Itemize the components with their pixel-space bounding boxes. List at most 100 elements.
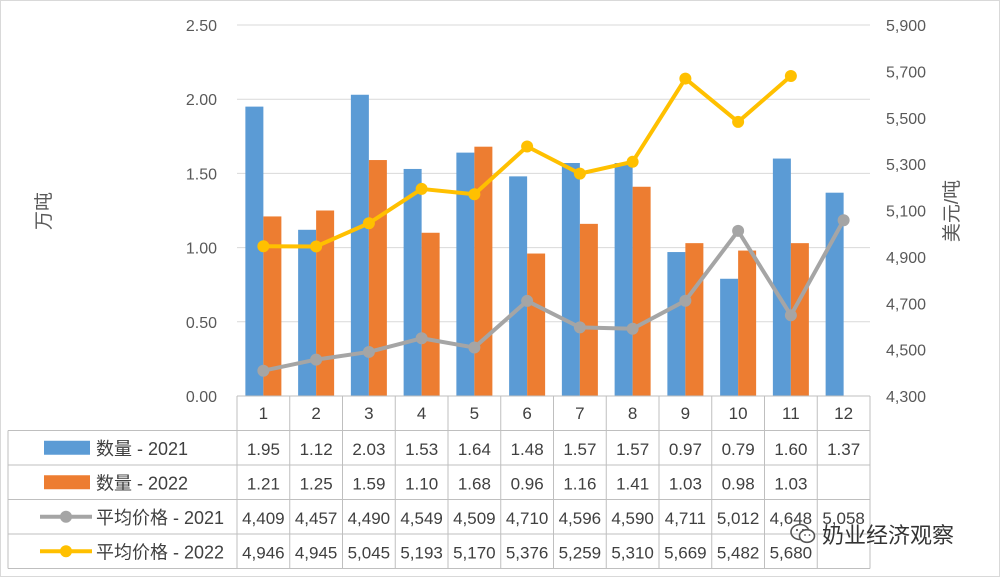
x-tick-label: 4 xyxy=(417,404,426,423)
bar xyxy=(614,163,633,396)
x-tick-label: 12 xyxy=(834,404,853,423)
left-tick-label: 1.50 xyxy=(186,166,217,183)
left-tick-label: 2.00 xyxy=(186,92,217,109)
legend-label: 数量 - 2022 xyxy=(96,473,188,493)
point xyxy=(626,322,639,335)
x-tick-label: 3 xyxy=(364,404,373,423)
data-label: 5,680 xyxy=(770,543,813,562)
data-label: 0.97 xyxy=(669,440,702,459)
data-label: 5,058 xyxy=(822,509,865,528)
bars-layer xyxy=(245,94,844,397)
legend-key xyxy=(44,475,90,490)
data-label: 4,590 xyxy=(611,509,654,528)
data-label: 1.16 xyxy=(563,474,596,493)
data-label: 1.57 xyxy=(563,440,596,459)
point xyxy=(310,240,323,253)
data-label: 4,648 xyxy=(770,509,813,528)
lines-layer xyxy=(257,70,850,377)
data-label: 1.48 xyxy=(511,440,544,459)
right-tick-label: 4,900 xyxy=(886,250,926,267)
right-tick-label: 4,700 xyxy=(886,296,926,313)
data-label: 1.37 xyxy=(827,440,860,459)
right-tick-label: 5,700 xyxy=(886,64,926,81)
data-label: 1.12 xyxy=(300,440,333,459)
gridlines xyxy=(237,24,870,323)
x-tick-label: 5 xyxy=(470,404,479,423)
data-label: 1.60 xyxy=(774,440,807,459)
data-label: 1.25 xyxy=(300,474,333,493)
point xyxy=(362,345,375,358)
data-label: 2.03 xyxy=(352,440,385,459)
data-label: 5,482 xyxy=(717,543,760,562)
watermark: 奶业经济观察 xyxy=(790,518,954,550)
watermark-text: 奶业经济观察 xyxy=(822,524,955,549)
bar xyxy=(561,163,580,396)
left-axis-title: 万吨 xyxy=(33,192,55,230)
left-tick-label: 0.00 xyxy=(186,389,217,406)
bar xyxy=(316,210,335,396)
data-label: 5,012 xyxy=(717,509,760,528)
wechat-icon xyxy=(790,523,816,544)
point xyxy=(257,240,270,253)
point xyxy=(679,294,692,307)
data-label: 1.95 xyxy=(247,440,280,459)
bar xyxy=(720,278,739,396)
point xyxy=(310,353,323,366)
data-label: 1.10 xyxy=(405,474,438,493)
right-axis-title: 美元/吨 xyxy=(941,180,963,242)
point xyxy=(732,224,745,237)
point xyxy=(468,188,481,201)
x-tick-label: 10 xyxy=(729,404,748,423)
bar xyxy=(790,243,809,396)
data-label: 4,490 xyxy=(348,509,391,528)
legend-key xyxy=(60,545,72,558)
bar xyxy=(263,216,282,396)
x-tick-label: 7 xyxy=(575,404,584,423)
bar xyxy=(667,252,686,396)
point xyxy=(521,294,534,307)
data-label: 4,946 xyxy=(242,543,285,562)
x-tick-label: 9 xyxy=(681,404,690,423)
right-tick-label: 5,300 xyxy=(886,157,926,174)
series-line xyxy=(262,219,846,373)
x-tick-label: 11 xyxy=(782,404,800,423)
data-label: 1.41 xyxy=(616,474,649,493)
point xyxy=(784,309,797,322)
data-label: 1.64 xyxy=(458,440,491,459)
data-label: 5,669 xyxy=(664,543,707,562)
point xyxy=(784,70,797,83)
bar xyxy=(403,168,422,396)
data-label: 4,509 xyxy=(453,509,496,528)
point xyxy=(362,217,375,230)
point xyxy=(257,364,270,377)
legend-label: 数量 - 2021 xyxy=(96,439,188,459)
data-label: 1.03 xyxy=(669,474,702,493)
point xyxy=(468,341,481,354)
bar xyxy=(245,106,264,397)
bar xyxy=(632,186,651,396)
bar xyxy=(685,243,704,396)
point xyxy=(732,115,745,128)
bar xyxy=(772,158,791,396)
data-label: 4,710 xyxy=(506,509,549,528)
data-label: 1.57 xyxy=(616,440,649,459)
point xyxy=(679,72,692,85)
bar xyxy=(298,229,317,396)
x-tick-label: 1 xyxy=(259,404,268,423)
data-label: 1.03 xyxy=(774,474,807,493)
x-tick-label: 2 xyxy=(311,404,320,423)
bar xyxy=(738,250,757,396)
data-label: 5,259 xyxy=(559,543,602,562)
right-tick-label: 5,500 xyxy=(886,111,926,128)
bar xyxy=(527,253,546,396)
data-label: 4,596 xyxy=(559,509,602,528)
legend-key xyxy=(44,440,90,455)
left-tick-label: 2.50 xyxy=(186,18,217,35)
data-label: 0.96 xyxy=(511,474,544,493)
data-label: 1.53 xyxy=(405,440,438,459)
point xyxy=(837,214,850,227)
point xyxy=(573,321,586,334)
